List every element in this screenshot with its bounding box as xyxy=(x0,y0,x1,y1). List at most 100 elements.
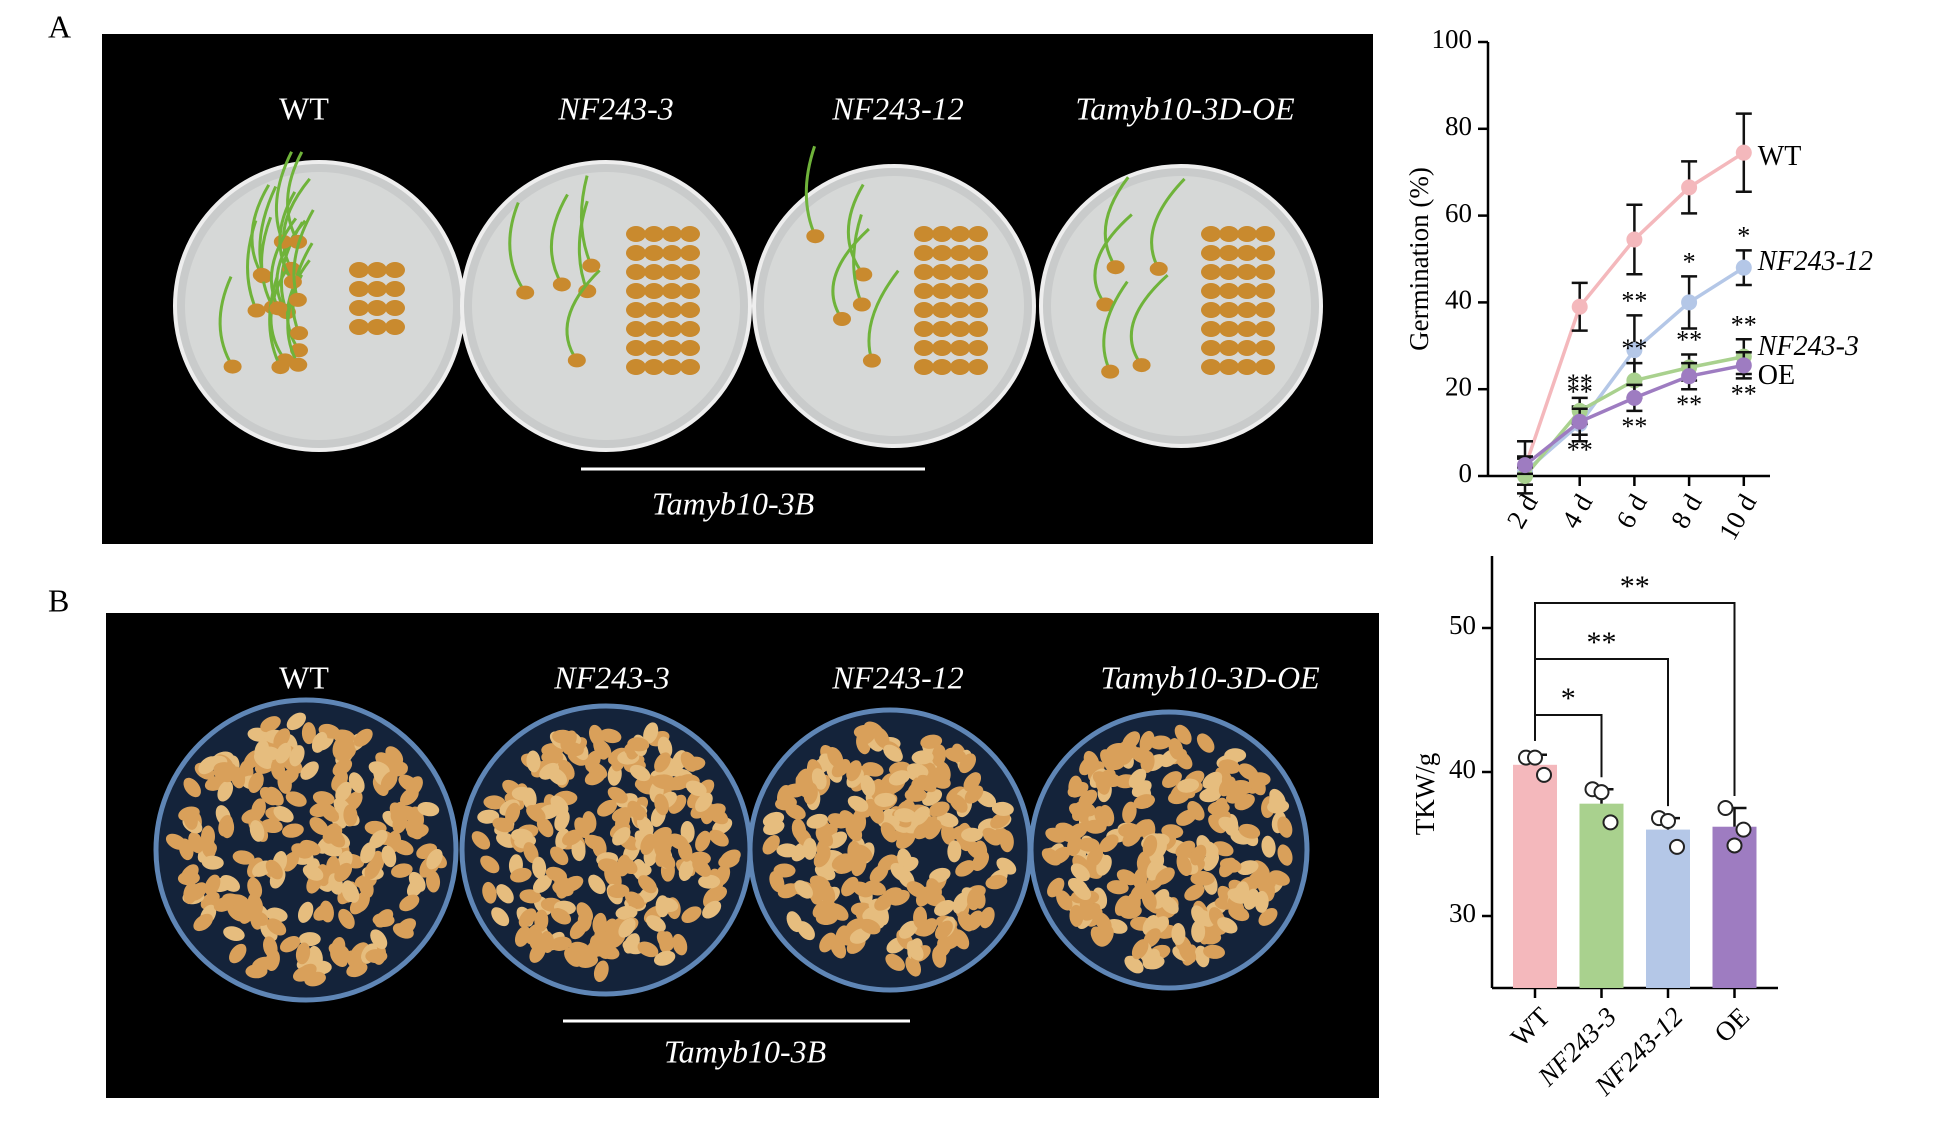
grain xyxy=(399,894,420,912)
seed xyxy=(1219,245,1239,261)
grain xyxy=(1237,860,1259,876)
sprout xyxy=(846,183,865,276)
grain xyxy=(177,871,200,886)
grain xyxy=(803,782,818,805)
photo-b: WT NF243-3 NF243-12 Tamyb10-3D-OE xyxy=(153,659,1320,1003)
grain xyxy=(285,791,307,807)
grain xyxy=(213,765,234,783)
grain xyxy=(941,822,956,845)
grain xyxy=(279,936,301,953)
grain xyxy=(1072,881,1092,901)
grain xyxy=(319,900,334,923)
grain xyxy=(526,750,541,773)
grain xyxy=(961,827,984,842)
grain xyxy=(1131,939,1149,960)
seed xyxy=(914,321,934,337)
grain xyxy=(392,839,414,856)
grain xyxy=(1124,955,1144,974)
seed xyxy=(385,300,405,316)
grain xyxy=(1047,877,1065,898)
grain xyxy=(957,911,975,932)
seed xyxy=(1237,359,1257,375)
grain xyxy=(1277,816,1293,838)
grain xyxy=(692,858,712,877)
grain xyxy=(1041,848,1062,866)
grain xyxy=(550,908,572,925)
grain xyxy=(963,772,982,792)
grain xyxy=(1176,854,1192,876)
seed xyxy=(349,319,369,335)
seed xyxy=(1255,302,1275,318)
x-tick-label: 10 d xyxy=(1713,489,1763,545)
grain xyxy=(295,942,311,965)
seed xyxy=(950,245,970,261)
seed xyxy=(932,340,952,356)
seed xyxy=(385,281,405,297)
grain xyxy=(776,843,799,858)
seed xyxy=(852,297,871,312)
seed xyxy=(288,292,307,307)
seed xyxy=(349,262,369,278)
seed xyxy=(914,302,934,318)
seed xyxy=(1219,264,1239,280)
sprout xyxy=(1103,176,1130,269)
grain xyxy=(806,813,829,829)
x-tick-label: WT xyxy=(1505,1001,1556,1052)
grain xyxy=(251,798,266,820)
grain xyxy=(1128,768,1147,789)
significance: ** xyxy=(1567,436,1593,465)
grain xyxy=(637,941,659,958)
grain xyxy=(846,760,862,782)
significance: ** xyxy=(1731,310,1757,339)
grain xyxy=(763,820,785,836)
significance: ** xyxy=(1676,390,1702,419)
grain xyxy=(695,792,713,812)
grain xyxy=(346,961,368,978)
grain xyxy=(426,870,441,893)
seed xyxy=(950,302,970,318)
grain xyxy=(1056,890,1073,911)
photo-label: WT xyxy=(279,90,329,126)
grain xyxy=(1191,920,1206,943)
grain xyxy=(408,871,426,892)
seed xyxy=(950,321,970,337)
grain xyxy=(931,744,946,767)
grain xyxy=(597,799,618,817)
photo-a: WT NF243-3 NF243-12 Tamyb10-3D-OE xyxy=(173,90,1323,452)
seed xyxy=(367,262,387,278)
grain xyxy=(1175,840,1196,858)
grain xyxy=(616,854,631,877)
grain xyxy=(972,851,990,871)
grain xyxy=(335,781,352,802)
data-point xyxy=(1681,368,1698,385)
sprout xyxy=(292,209,315,301)
grain xyxy=(762,835,780,855)
y-tick-label: 80 xyxy=(1445,111,1472,141)
grain xyxy=(904,787,927,802)
grain xyxy=(1227,888,1249,904)
grain xyxy=(815,827,834,847)
series-label: NF243-3 xyxy=(1757,331,1859,362)
grain xyxy=(1074,801,1097,817)
grain xyxy=(302,864,324,881)
grain xyxy=(657,736,673,759)
grain xyxy=(831,853,852,870)
grain xyxy=(625,891,645,909)
x-tick-label: OE xyxy=(1708,1001,1755,1048)
replicate-point xyxy=(1669,838,1685,855)
seed xyxy=(1237,264,1257,280)
grain xyxy=(668,833,689,850)
grain xyxy=(592,912,607,935)
data-point xyxy=(1626,342,1643,359)
sprout xyxy=(278,191,297,283)
data-point xyxy=(1626,231,1643,248)
sprout xyxy=(1129,273,1169,366)
grain xyxy=(1168,738,1184,760)
seed xyxy=(1237,321,1257,337)
grain xyxy=(863,721,884,739)
grain xyxy=(541,750,564,765)
grain xyxy=(1106,880,1129,895)
grain xyxy=(340,738,355,760)
grain xyxy=(911,806,930,826)
